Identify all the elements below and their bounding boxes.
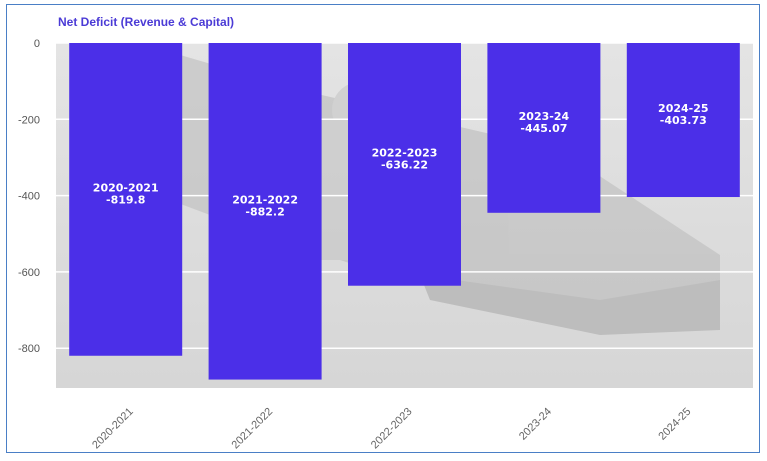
bar: [626, 43, 740, 198]
bar: [348, 43, 461, 286]
x-tick-label: 2021-2022: [230, 406, 276, 452]
data-label: 2024-25 -403.73: [658, 102, 709, 127]
data-label: 2023-24 -445.07: [519, 110, 570, 135]
x-tick-label: 2022-2023: [369, 406, 415, 452]
x-tick-label: 2024-25: [656, 406, 693, 443]
bar: [208, 43, 322, 380]
data-label: 2020-2021 -819.8: [93, 181, 159, 206]
data-label: 2021-2022 -882.2: [232, 193, 298, 218]
y-tick-label: -200: [18, 114, 40, 126]
y-tick-label: -800: [18, 343, 40, 355]
y-tick-label: 0: [34, 38, 40, 50]
bar: [487, 43, 601, 213]
bar: [69, 43, 183, 356]
data-label: 2022-2023 -636.22: [372, 146, 438, 171]
y-tick-label: -400: [18, 191, 40, 203]
chart-title: Net Deficit (Revenue & Capital): [58, 15, 235, 29]
x-tick-label: 2023-24: [517, 406, 554, 443]
x-tick-label: 2020-2021: [90, 406, 136, 452]
y-tick-label: -600: [18, 267, 40, 279]
